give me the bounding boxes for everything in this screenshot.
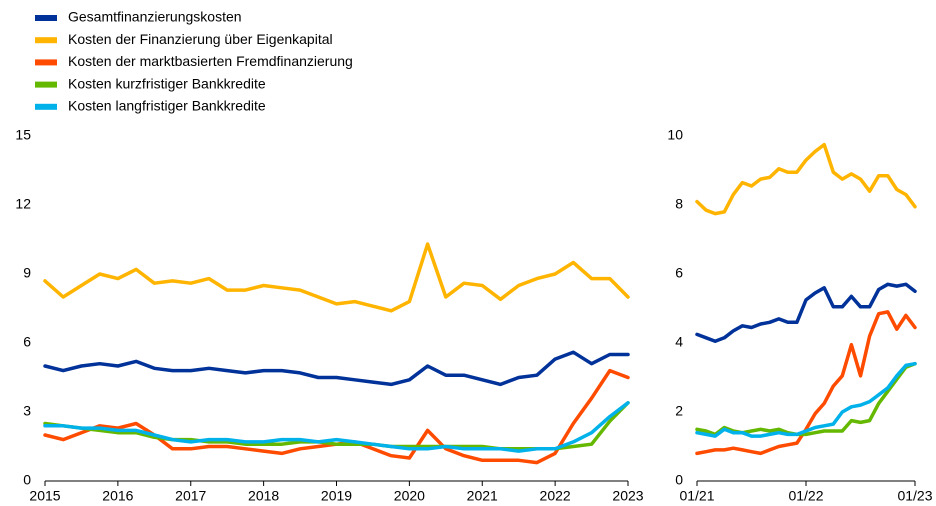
- x-tick-label: 2022: [540, 488, 571, 504]
- y-tick-label: 0: [675, 472, 683, 488]
- series-line: [695, 282, 917, 344]
- y-tick-label: 8: [675, 196, 683, 212]
- legend-label: Kosten der marktbasierten Fremdfinanzier…: [68, 53, 353, 69]
- legend-label: Kosten kurzfristiger Bankkredite: [68, 75, 266, 91]
- y-tick-label: 2: [675, 403, 683, 419]
- series-line: [43, 401, 630, 453]
- x-tick-label: 2016: [102, 488, 133, 504]
- y-tick-label: 9: [23, 265, 31, 281]
- y-tick-label: 6: [675, 265, 683, 281]
- legend-label: Kosten der Finanzierung über Eigenkapita…: [68, 31, 333, 47]
- series-line: [43, 242, 630, 313]
- x-tick-label: 2018: [248, 488, 279, 504]
- series-line: [695, 142, 917, 216]
- x-tick-label: 2017: [175, 488, 206, 504]
- y-tick-label: 10: [667, 127, 683, 143]
- x-tick-label: 01/21: [679, 488, 714, 504]
- x-tick-label: 01/22: [788, 488, 823, 504]
- x-tick-label: 2021: [467, 488, 498, 504]
- x-tick-label: 01/23: [897, 488, 932, 504]
- y-tick-label: 15: [15, 127, 31, 143]
- legend-swatch: [35, 59, 57, 66]
- legend-label: Gesamtfinanzierungskosten: [68, 9, 242, 25]
- legend-swatch: [35, 37, 57, 44]
- legend-swatch: [35, 81, 57, 88]
- x-tick-label: 2023: [612, 488, 643, 504]
- y-tick-label: 3: [23, 403, 31, 419]
- y-tick-label: 4: [675, 334, 683, 350]
- x-tick-label: 2015: [29, 488, 60, 504]
- x-tick-label: 2020: [394, 488, 425, 504]
- legend-label: Kosten langfristiger Bankkredite: [68, 98, 266, 114]
- y-tick-label: 12: [15, 196, 31, 212]
- series-line: [695, 361, 917, 438]
- x-tick-label: 2019: [321, 488, 352, 504]
- legend-swatch: [35, 103, 57, 110]
- legend-swatch: [35, 15, 57, 21]
- series-line: [695, 361, 917, 437]
- series-line: [43, 350, 630, 387]
- y-tick-label: 6: [23, 334, 31, 350]
- y-tick-label: 0: [23, 472, 31, 488]
